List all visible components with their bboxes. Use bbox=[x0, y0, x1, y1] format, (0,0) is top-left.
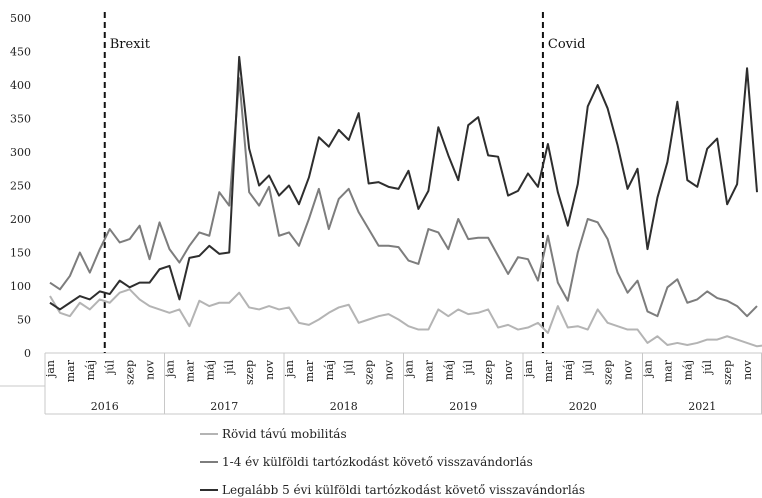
month-tick-label: júl bbox=[701, 360, 714, 376]
month-tick-label: nov bbox=[383, 359, 396, 380]
month-tick-label: nov bbox=[144, 359, 157, 380]
legend-label: Rövid távú mobilitás bbox=[222, 427, 347, 441]
series-line-3 bbox=[49, 55, 759, 311]
month-tick-label: szep bbox=[363, 360, 376, 385]
month-tick-label: máj bbox=[442, 360, 455, 380]
month-tick-label: júl bbox=[104, 360, 117, 376]
month-tick-label: szep bbox=[243, 360, 256, 385]
y-tick-label: 200 bbox=[10, 213, 31, 226]
month-tick-label: júl bbox=[223, 360, 236, 376]
month-tick-label: máj bbox=[323, 360, 336, 380]
month-tick-label: jan bbox=[44, 360, 57, 379]
month-tick-label: nov bbox=[622, 359, 635, 380]
series-line-2 bbox=[49, 77, 758, 318]
month-tick-label: szep bbox=[482, 360, 495, 385]
month-tick-label: nov bbox=[263, 359, 276, 380]
y-tick-label: 0 bbox=[24, 347, 31, 360]
month-tick-label: máj bbox=[562, 360, 575, 380]
year-label: 2019 bbox=[449, 400, 477, 413]
series-line-1 bbox=[49, 288, 762, 348]
month-tick-label: jan bbox=[163, 360, 176, 379]
month-tick-label: máj bbox=[84, 360, 97, 380]
y-tick-label: 100 bbox=[10, 280, 31, 293]
legend-label: 1-4 év külföldi tartózkodást követő viss… bbox=[222, 455, 533, 469]
month-tick-label: mar bbox=[64, 359, 77, 382]
month-tick-label: szep bbox=[721, 360, 734, 385]
event-label: Covid bbox=[548, 37, 586, 52]
event-layer: Brexit Covid bbox=[103, 12, 586, 353]
event-label: Brexit bbox=[110, 37, 151, 52]
month-tick-label: jan bbox=[402, 360, 415, 379]
y-tick-label: 350 bbox=[10, 113, 31, 126]
y-tick-label: 450 bbox=[10, 46, 31, 59]
month-tick-label: mar bbox=[183, 359, 196, 382]
month-tick-label: mar bbox=[303, 359, 316, 382]
month-tick-label: máj bbox=[203, 360, 216, 380]
year-label: 2021 bbox=[688, 400, 716, 413]
month-tick-label: jan bbox=[283, 360, 296, 379]
y-tick-label: 400 bbox=[10, 79, 31, 92]
legend: Rövid távú mobilitás 1-4 év külföldi tart… bbox=[200, 427, 585, 497]
month-tick-label: júl bbox=[462, 360, 475, 376]
legend-label: Legalább 5 évi külföldi tartózkodást köv… bbox=[222, 483, 585, 497]
month-tick-label: szep bbox=[602, 360, 615, 385]
y-tick-label: 500 bbox=[10, 12, 31, 25]
month-tick-label: nov bbox=[502, 359, 515, 380]
year-label: 2017 bbox=[210, 400, 238, 413]
month-tick-label: mar bbox=[422, 359, 435, 382]
y-tick-label: 50 bbox=[17, 314, 31, 327]
month-tick-label: júl bbox=[343, 360, 356, 376]
year-label: 2016 bbox=[91, 400, 119, 413]
series-layer bbox=[49, 55, 762, 348]
year-label: 2020 bbox=[569, 400, 597, 413]
month-tick-label: jan bbox=[522, 360, 535, 379]
month-tick-label: szep bbox=[124, 360, 137, 385]
y-tick-label: 250 bbox=[10, 180, 31, 193]
month-tick-label: jan bbox=[641, 360, 654, 379]
y-tick-label: 300 bbox=[10, 146, 31, 159]
month-tick-label: mar bbox=[542, 359, 555, 382]
month-tick-label: máj bbox=[681, 360, 694, 380]
y-tick-label: 150 bbox=[10, 247, 31, 260]
year-label: 2018 bbox=[330, 400, 358, 413]
month-tick-label: mar bbox=[661, 359, 674, 382]
month-tick-label: nov bbox=[741, 359, 754, 380]
month-tick-label: júl bbox=[582, 360, 595, 376]
